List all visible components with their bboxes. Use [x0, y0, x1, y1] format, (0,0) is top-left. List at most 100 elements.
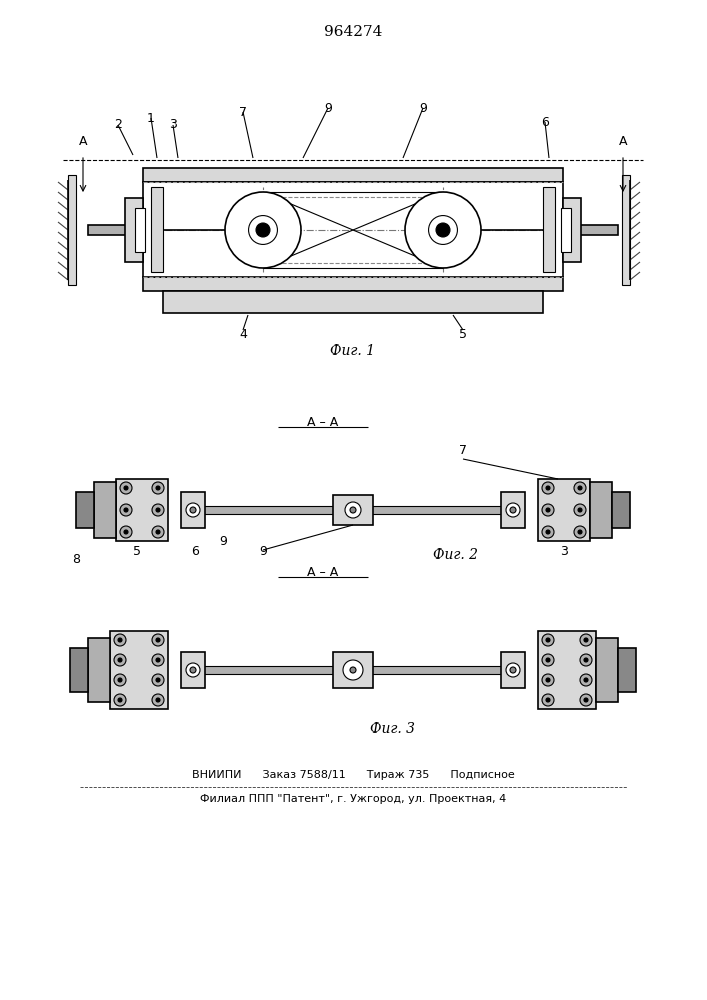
Bar: [596, 638, 618, 702]
Text: 9: 9: [219, 535, 227, 548]
Circle shape: [156, 530, 160, 534]
Bar: [70, 648, 88, 692]
Text: Фиг. 3: Фиг. 3: [370, 722, 416, 736]
Text: 2: 2: [114, 118, 122, 131]
Bar: [151, 187, 163, 272]
Circle shape: [510, 507, 516, 513]
Bar: [143, 168, 563, 182]
Bar: [163, 291, 543, 313]
Text: 6: 6: [191, 545, 199, 558]
Text: 7: 7: [459, 444, 467, 457]
Bar: [590, 482, 612, 538]
Circle shape: [156, 698, 160, 702]
Circle shape: [584, 698, 588, 702]
Circle shape: [546, 638, 550, 642]
Bar: [333, 495, 373, 525]
Circle shape: [343, 660, 363, 680]
Circle shape: [546, 678, 550, 682]
Text: Фиг. 2: Фиг. 2: [433, 548, 478, 562]
Circle shape: [574, 482, 586, 494]
Bar: [612, 492, 630, 528]
Circle shape: [542, 634, 554, 646]
Circle shape: [542, 674, 554, 686]
Circle shape: [546, 530, 550, 534]
Circle shape: [190, 507, 196, 513]
Circle shape: [186, 663, 200, 677]
Circle shape: [580, 654, 592, 666]
Circle shape: [580, 694, 592, 706]
Circle shape: [506, 663, 520, 677]
Circle shape: [542, 482, 554, 494]
Circle shape: [584, 658, 588, 662]
Text: 9: 9: [324, 102, 332, 114]
Circle shape: [124, 508, 128, 512]
Circle shape: [152, 634, 164, 646]
Circle shape: [542, 526, 554, 538]
Text: 964274: 964274: [324, 25, 382, 39]
Bar: [563, 198, 581, 262]
Circle shape: [345, 502, 361, 518]
Circle shape: [578, 530, 582, 534]
Circle shape: [120, 482, 132, 494]
Bar: [143, 277, 563, 291]
Circle shape: [118, 698, 122, 702]
Bar: [88, 225, 143, 235]
Text: 4: 4: [239, 328, 247, 342]
Circle shape: [546, 658, 550, 662]
Circle shape: [156, 486, 160, 490]
Bar: [68, 175, 76, 285]
Circle shape: [546, 508, 550, 512]
Text: Фиг. 1: Фиг. 1: [330, 344, 375, 358]
Circle shape: [510, 667, 516, 673]
Bar: [501, 492, 525, 528]
Bar: [538, 479, 590, 541]
Bar: [501, 652, 525, 688]
Text: 3: 3: [560, 545, 568, 558]
Circle shape: [580, 634, 592, 646]
Circle shape: [584, 678, 588, 682]
Bar: [561, 208, 571, 252]
Circle shape: [350, 507, 356, 513]
Circle shape: [405, 192, 481, 268]
Bar: [181, 652, 205, 688]
Text: 6: 6: [541, 115, 549, 128]
Circle shape: [114, 654, 126, 666]
Bar: [76, 492, 94, 528]
Bar: [181, 492, 205, 528]
Circle shape: [120, 504, 132, 516]
Circle shape: [256, 223, 270, 237]
Text: 9: 9: [419, 102, 427, 114]
Bar: [94, 482, 116, 538]
Text: А: А: [78, 135, 87, 148]
Circle shape: [114, 674, 126, 686]
Bar: [183, 506, 523, 514]
Text: ВНИИПИ      Заказ 7588/11      Тираж 735      Подписное: ВНИИПИ Заказ 7588/11 Тираж 735 Подписное: [192, 770, 515, 780]
Text: А – А: А – А: [308, 416, 339, 428]
Bar: [135, 208, 145, 252]
Text: 9: 9: [259, 545, 267, 558]
Bar: [125, 198, 143, 262]
Circle shape: [152, 654, 164, 666]
Circle shape: [156, 678, 160, 682]
Bar: [563, 225, 618, 235]
Text: 3: 3: [169, 118, 177, 131]
Bar: [538, 631, 596, 709]
Bar: [116, 479, 168, 541]
Bar: [110, 631, 168, 709]
Circle shape: [190, 667, 196, 673]
Circle shape: [156, 508, 160, 512]
Circle shape: [574, 526, 586, 538]
Circle shape: [152, 674, 164, 686]
Circle shape: [350, 667, 356, 673]
Bar: [183, 666, 523, 674]
Circle shape: [186, 503, 200, 517]
Circle shape: [574, 504, 586, 516]
Circle shape: [542, 694, 554, 706]
Circle shape: [152, 694, 164, 706]
Circle shape: [428, 216, 457, 244]
Circle shape: [546, 486, 550, 490]
Text: А: А: [619, 135, 627, 148]
Circle shape: [118, 678, 122, 682]
Bar: [88, 638, 110, 702]
Circle shape: [114, 694, 126, 706]
